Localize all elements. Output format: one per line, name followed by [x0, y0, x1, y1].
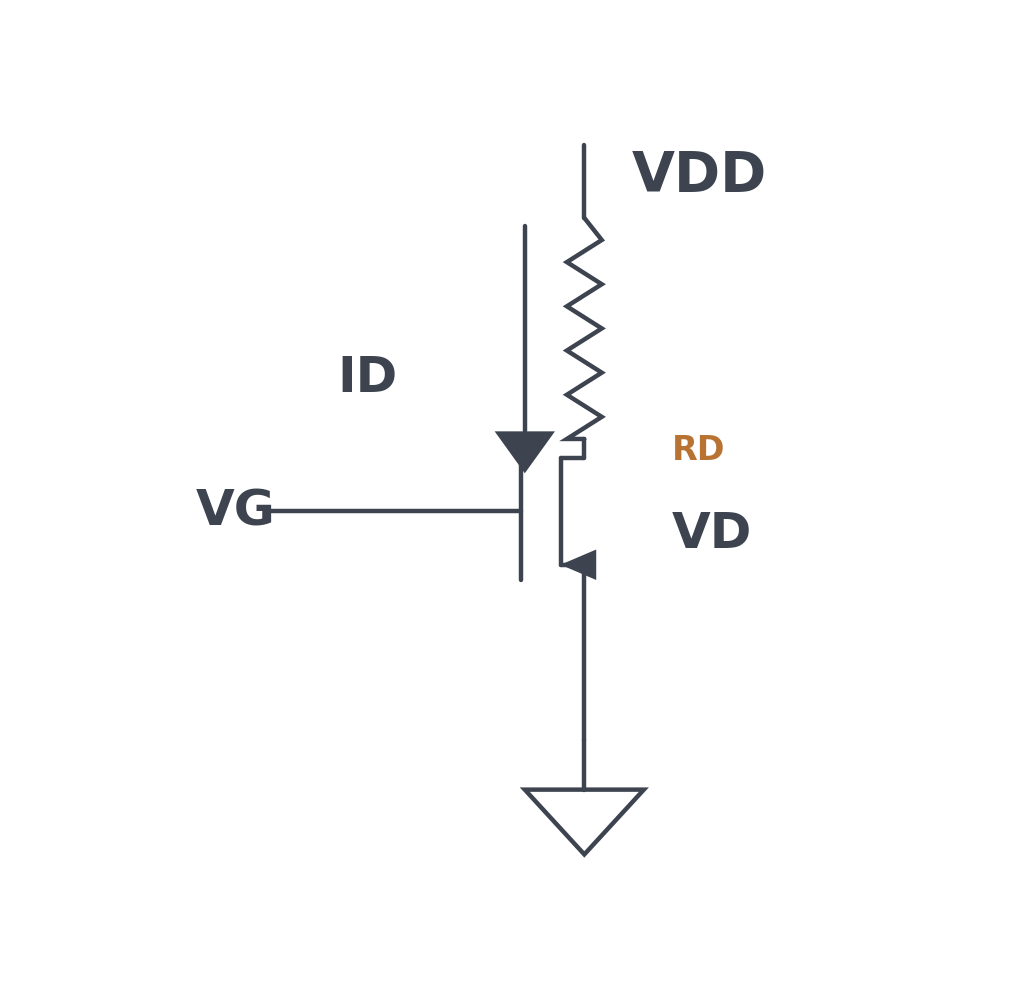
Text: ID: ID: [338, 354, 397, 402]
Polygon shape: [495, 432, 555, 473]
Polygon shape: [560, 549, 596, 580]
Polygon shape: [524, 790, 644, 854]
Text: VD: VD: [672, 510, 752, 558]
Text: VG: VG: [196, 487, 275, 536]
Text: RD: RD: [672, 434, 725, 467]
Text: VDD: VDD: [632, 148, 767, 203]
